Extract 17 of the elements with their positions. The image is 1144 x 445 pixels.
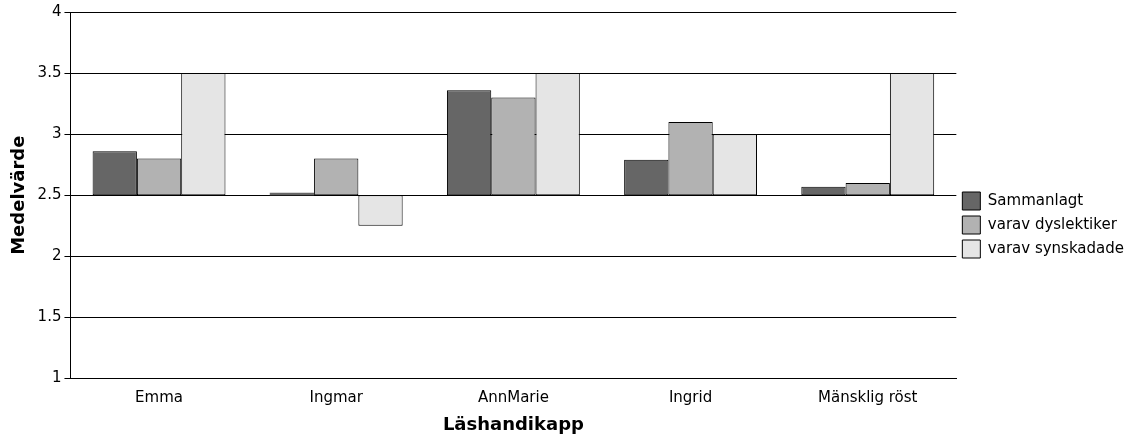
y-tick-label: 4 — [51, 1, 62, 20]
x-tick-label: Ingmar — [309, 388, 364, 407]
x-axis-title: Läshandikapp — [442, 412, 585, 434]
y-tick-label: 2.5 — [37, 185, 62, 204]
legend-label: varav synskadade — [987, 238, 1125, 257]
legend-label: varav dyslektiker — [987, 214, 1118, 233]
y-tick-label: 1 — [51, 368, 62, 387]
x-tick-label: Emma — [135, 388, 183, 407]
y-tick-label: 1.5 — [37, 307, 62, 326]
y-axis-title: Medelvärde — [7, 135, 29, 255]
legend-label: Sammanlagt — [987, 190, 1084, 209]
x-tick-label: AnnMarie — [477, 388, 549, 407]
y-tick-label: 3 — [51, 124, 62, 143]
y-tick-label: 3.5 — [37, 62, 62, 81]
y-tick-label: 2 — [51, 246, 62, 265]
x-tick-label: Ingrid — [668, 388, 713, 407]
x-tick-label: Mänsklig röst — [818, 388, 918, 407]
